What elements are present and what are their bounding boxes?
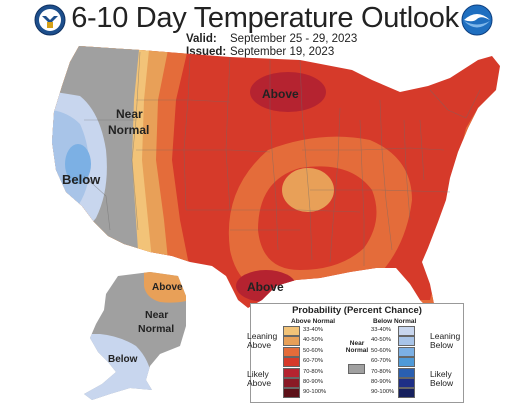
below-range-label-7: 90-100% [371,389,395,396]
valid-label: Valid: [186,33,217,45]
above-swatch-1 [283,326,300,336]
below-swatch-3 [398,346,415,357]
above-range-label-1: 33-40% [303,327,323,333]
below-range-label-5: 70-80% [371,368,391,375]
above-swatch-7 [283,388,300,399]
below-range-label-3: 50-60% [371,347,391,354]
leaning-below-label: Leaning Below [430,331,461,350]
conus-region [52,46,500,308]
likely-below-label: Likely Below [430,369,454,388]
above-swatch-2 [283,336,300,347]
below-swatch-1 [398,326,415,336]
page-title: 6-10 Day Temperature Outlook [71,2,459,34]
west-near-normal-label-1: Near [116,107,143,121]
state-borders [83,51,481,266]
below-swatch-4 [398,357,415,368]
south-above-label: Above [247,280,284,294]
west-near-normal-label-2: Normal [108,123,149,137]
below-range-label-4: 60-70% [371,358,391,365]
below-normal-header: Below Normal [373,318,417,325]
above-normal-header: Above Normal [291,318,336,325]
above-swatch-4 [283,357,300,368]
below-swatch-6 [398,378,415,388]
alaska-below-label: Below [108,354,138,365]
below-50-60-area [65,144,91,184]
above-70-80-north-area [250,72,326,112]
below-range-label-2: 40-50% [371,337,391,344]
above-range-label-5: 70-80% [303,368,323,375]
issued-value: September 19, 2023 [230,46,335,58]
above-40-50-inner-area [282,168,334,212]
alaska-near-label-1: Near [145,309,168,321]
above-swatch-5 [283,367,300,378]
near-normal-legend-label: Near Normal [345,340,369,354]
legend-title: Probability (Percent Chance) [292,305,422,316]
valid-value: September 25 - 29, 2023 [230,33,358,45]
alaska-above-label: Above [152,282,183,293]
doc-seal-icon [34,4,66,36]
north-above-label: Above [262,87,299,101]
below-swatch-7 [398,388,415,399]
likely-above-label: Likely Above [247,369,272,388]
above-swatch-6 [283,378,300,388]
above-range-label-7: 90-100% [303,389,327,396]
alaska-above-40-50-area [144,272,186,303]
issued-date: Issued: September 19, 2023 [186,46,334,58]
noaa-logo-icon [461,4,493,36]
valid-dates: Valid: September 25 - 29, 2023 [186,33,357,45]
below-range-label-1: 33-40% [371,327,391,333]
leaning-above-label: Leaning Above [247,331,278,350]
alaska-near-label-2: Normal [138,323,174,335]
above-swatch-3 [283,346,300,357]
below-range-label-6: 80-90% [371,379,391,385]
below-swatch-5 [398,367,415,378]
below-swatch-2 [398,336,415,347]
above-range-label-6: 80-90% [303,379,323,385]
above-range-label-2: 40-50% [303,337,323,344]
west-below-label: Below [62,172,101,187]
above-range-label-3: 50-60% [303,347,323,354]
probability-legend: Probability (Percent Chance) Above Norma… [247,303,464,403]
near-normal-swatch [348,364,365,374]
above-range-label-4: 60-70% [303,358,323,365]
